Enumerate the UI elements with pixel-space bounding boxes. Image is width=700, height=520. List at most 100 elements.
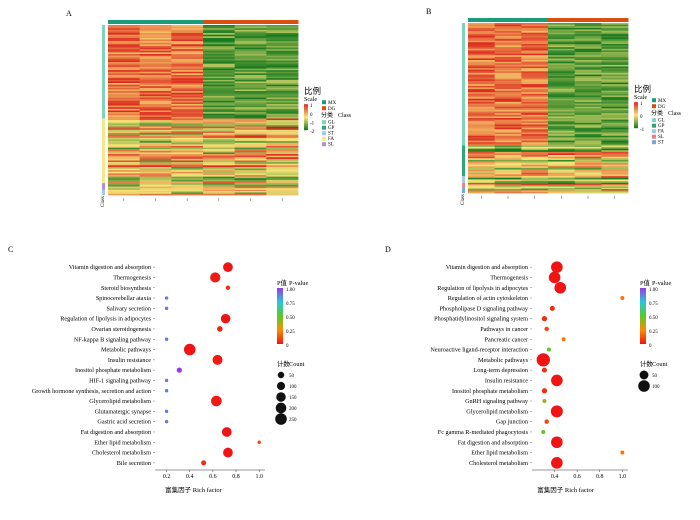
heatmap-cell	[139, 42, 172, 45]
heatmap-cell	[266, 171, 299, 174]
heatmap-cell	[494, 189, 522, 191]
heatmap-cell	[521, 95, 549, 98]
heatmap-cell	[494, 37, 522, 40]
heatmap-cell	[108, 142, 141, 145]
heatmap-cell	[601, 159, 629, 162]
heatmap-cell	[574, 187, 602, 190]
pvalue-title-en: P-value	[652, 280, 671, 287]
heatmap-cell	[266, 68, 299, 71]
heatmap-cell	[468, 135, 496, 138]
heatmap-cell	[266, 54, 299, 57]
heatmap-cell	[266, 131, 299, 134]
pathway-label: Pathways in cancer	[480, 326, 528, 333]
heatmap-cell	[574, 166, 602, 169]
heatmap-cell	[601, 155, 629, 158]
heatmap-cell	[548, 58, 576, 61]
heatmap-cell	[203, 78, 236, 81]
heatmap-cell	[494, 42, 522, 45]
heatmap-cell	[234, 81, 267, 84]
heatmap-cell	[494, 191, 522, 194]
pathway-label: Inositol phosphate metabolism	[452, 388, 528, 395]
heatmap-cell	[548, 174, 576, 177]
heatmap-cell	[574, 56, 602, 59]
heatmap-cell	[601, 189, 629, 191]
bubble-point	[164, 337, 169, 341]
heatmap-cell	[494, 40, 522, 43]
heatmap-cell	[601, 122, 629, 125]
heatmap-cell	[574, 90, 602, 93]
heatmap-cell	[139, 186, 172, 189]
heatmap-cell	[521, 153, 549, 156]
heatmap-cell	[601, 109, 629, 112]
pathway-label: Bile secretion	[117, 460, 151, 467]
heatmap-cell	[494, 118, 522, 121]
heatmap-cell	[468, 108, 496, 111]
heatmap-cell	[521, 186, 549, 189]
pvalue-tick: 0.50	[286, 316, 295, 321]
heatmap-cell	[266, 192, 299, 195]
heatmap-cell	[548, 29, 576, 32]
heatmap-cell	[574, 164, 602, 167]
heatmap-cell	[468, 147, 496, 150]
heatmap-cell	[574, 184, 602, 186]
pathway-label: Gap junction	[496, 419, 528, 426]
scale-tick: -1	[640, 128, 645, 133]
heatmap-cell	[574, 39, 602, 42]
heatmap-cell	[234, 188, 267, 191]
heatmap-cell	[468, 191, 496, 194]
heatmap-cell	[521, 114, 549, 117]
heatmap-cell	[203, 55, 236, 58]
heatmap-cell	[203, 84, 236, 87]
class-bar-segment	[102, 183, 105, 190]
heatmap-cell	[468, 87, 496, 90]
heatmap-cell	[601, 48, 629, 51]
heatmap-cell	[266, 87, 299, 90]
heatmap-cell	[234, 105, 267, 108]
heatmap-cell	[171, 116, 204, 119]
heatmap-cell	[521, 137, 549, 140]
heatmap-cell	[494, 97, 522, 100]
heatmap-cell	[521, 27, 549, 30]
heatmap-cell	[234, 31, 267, 34]
scale-tick: 0	[310, 113, 313, 118]
count-legend-bubble	[277, 371, 285, 379]
heatmap-cell	[574, 85, 602, 88]
heatmap-cell	[574, 97, 602, 100]
class-legend-swatch	[322, 125, 326, 130]
heatmap-cell	[494, 103, 522, 106]
class-legend-swatch	[322, 142, 326, 147]
heatmap-cell	[494, 190, 522, 193]
count-legend-label: 100	[652, 385, 660, 390]
heatmap-cell	[574, 132, 602, 135]
heatmap-cell	[601, 166, 629, 169]
heatmap-cell	[494, 87, 522, 90]
heatmap-cell	[494, 114, 522, 117]
heatmap-cell	[266, 57, 299, 60]
heatmap-cell	[203, 34, 236, 37]
heatmap-cell	[266, 173, 299, 176]
heatmap-cell	[139, 66, 172, 69]
heatmap-cell	[203, 142, 236, 145]
heatmap-cell	[521, 185, 549, 188]
heatmap-cell	[171, 173, 204, 176]
heatmap-cell	[234, 115, 267, 118]
heatmap-cell	[171, 192, 204, 195]
heatmap-cell	[521, 34, 549, 37]
heatmap-cell	[548, 63, 576, 66]
heatmap-cell	[171, 47, 204, 50]
heatmap-cell	[601, 43, 629, 46]
heatmap-cell	[521, 26, 549, 29]
heatmap-cell	[574, 35, 602, 38]
heatmap-cell	[494, 140, 522, 143]
heatmap-cell	[171, 126, 204, 129]
heatmap-cell	[494, 137, 522, 140]
heatmap-cell	[234, 86, 267, 89]
heatmap-cell	[468, 138, 496, 141]
heatmap-cell	[548, 100, 576, 103]
pvalue-colorbar	[277, 288, 283, 344]
heatmap-cell	[108, 33, 141, 36]
heatmap-cell	[266, 33, 299, 36]
bubble-panel-d: D Vitamin digestion and absorption Thermog…	[385, 245, 671, 494]
heatmap-cell	[203, 50, 236, 53]
